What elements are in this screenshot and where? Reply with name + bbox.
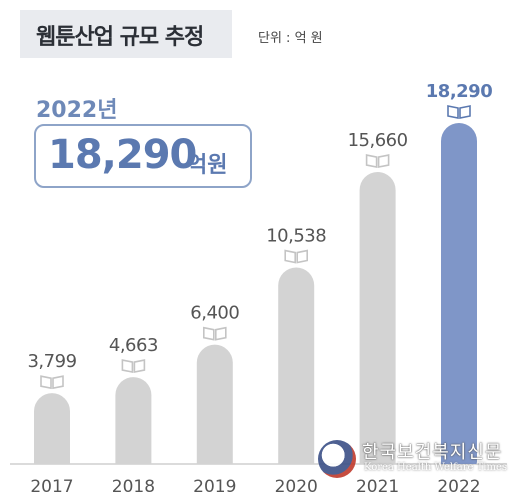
- book-icon-right: [52, 375, 64, 390]
- value-label-2017: 3,799: [27, 351, 76, 372]
- value-label-2021: 15,660: [348, 130, 408, 151]
- unit-label: 단위 : 억 원: [258, 31, 323, 46]
- book-icon-right: [377, 154, 390, 169]
- x-tick-2021: 2021: [356, 477, 399, 496]
- x-tick-2017: 2017: [30, 477, 73, 496]
- x-tick-2019: 2019: [193, 477, 236, 496]
- book-icon: [447, 105, 471, 119]
- book-icon-left: [365, 154, 378, 169]
- book-icon-right: [215, 326, 227, 341]
- x-tick-2022: 2022: [437, 477, 480, 496]
- book-icon-left: [40, 375, 52, 390]
- book-icon: [121, 359, 146, 374]
- value-label-2019: 6,400: [190, 303, 239, 324]
- book-icon-left: [447, 105, 459, 119]
- book-icon: [40, 375, 64, 390]
- book-icon-right: [459, 105, 471, 119]
- bar-2017: [34, 393, 70, 464]
- x-tick-2020: 2020: [275, 477, 318, 496]
- highlight-box: [34, 124, 252, 188]
- book-icon-right: [296, 249, 308, 264]
- highlight-year: 2022년: [36, 98, 118, 123]
- book-icon: [284, 249, 308, 264]
- value-label-2022: 18,290: [426, 81, 492, 102]
- book-icon-left: [121, 359, 134, 374]
- bar-2019: [196, 344, 233, 464]
- book-icon-left: [203, 326, 215, 341]
- value-label-2020: 10,538: [266, 226, 326, 247]
- highlight-value-unit: 억원: [187, 153, 228, 178]
- x-tick-2018: 2018: [112, 477, 155, 496]
- watermark-seal-icon: [318, 440, 356, 478]
- bar-2018: [115, 377, 152, 464]
- watermark: 한국보건복지신문 Korea Health Welfare Times: [318, 436, 513, 480]
- watermark-english: Korea Health Welfare Times: [364, 462, 508, 473]
- bar-2022: [441, 123, 477, 464]
- book-icon-right: [133, 359, 146, 374]
- bar-2021: [359, 172, 396, 464]
- bar-2020: [278, 267, 315, 464]
- book-icon: [365, 154, 390, 169]
- book-icon: [203, 326, 227, 341]
- highlight-value: 18,290: [48, 132, 197, 178]
- chart-title: 웹툰산업 규모 추정: [36, 25, 204, 50]
- title-banner: [20, 10, 232, 58]
- watermark-korean: 한국보건복지신문: [362, 442, 503, 463]
- book-icon-left: [284, 249, 296, 264]
- value-label-2018: 4,663: [109, 335, 158, 356]
